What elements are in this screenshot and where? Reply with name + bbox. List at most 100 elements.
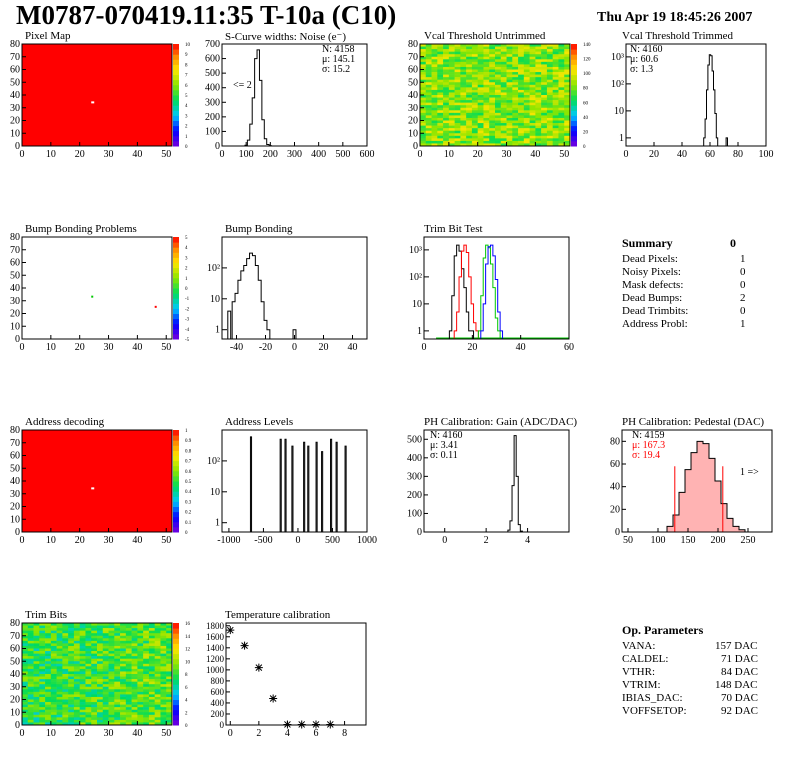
heatmap-cell [33, 623, 40, 626]
heatmap-cell [108, 628, 115, 631]
heatmap-cell [437, 82, 444, 86]
heatmap-cell [546, 56, 553, 60]
heatmap-cell [518, 133, 525, 137]
heatmap-cell [535, 49, 542, 52]
heatmap-cell [137, 707, 144, 710]
heatmap-cell [102, 645, 109, 649]
heatmap-cell [454, 49, 461, 52]
colorbar-cell [173, 74, 179, 81]
histogram-bar [279, 438, 282, 532]
heatmap-cell [143, 674, 150, 677]
heatmap-cell [91, 671, 98, 675]
heatmap-cell [535, 56, 542, 60]
heatmap-cell [79, 651, 86, 654]
colorbar-cell [571, 49, 577, 55]
heatmap-cell [160, 674, 167, 677]
heatmap-cell [22, 676, 29, 680]
heatmap-cell [102, 648, 109, 652]
y-tick-label: 30 [10, 489, 20, 500]
heatmap-cell [166, 668, 173, 672]
heatmap-cell [154, 638, 161, 642]
heatmap-cell [79, 630, 86, 634]
heatmap-cell [33, 635, 40, 639]
stats-text: σ: 1.3 [630, 64, 653, 75]
heatmap-cell [85, 663, 92, 667]
heatmap-cell [420, 120, 427, 124]
heatmap-cell [431, 120, 438, 124]
heatmap-cell [529, 56, 536, 60]
colorbar-cell [173, 130, 179, 137]
heatmap-cell [529, 54, 536, 58]
heatmap-cell [85, 712, 92, 716]
heatmap-cell [471, 84, 478, 88]
heatmap-cell [495, 100, 502, 103]
heatmap-cell [166, 656, 173, 659]
heatmap-cell [431, 44, 438, 47]
heatmap-cell [518, 92, 525, 96]
heatmap-cell [62, 681, 69, 685]
summary-total: 0 [730, 236, 736, 250]
heatmap-cell [131, 643, 138, 647]
heatmap-cell [518, 102, 525, 106]
y-tick-label: 30 [10, 682, 20, 693]
heatmap-cell [33, 679, 40, 682]
heatmap-cell [535, 72, 542, 75]
heatmap-cell [500, 56, 507, 60]
heatmap-cell [454, 102, 461, 106]
heatmap-cell [454, 87, 461, 91]
heatmap-cell [68, 656, 75, 659]
colorbar-label: 7 [185, 74, 188, 79]
heatmap-cell [125, 679, 132, 682]
heatmap-cell [483, 135, 490, 139]
heatmap-cell [518, 72, 525, 75]
heatmap-cell [62, 648, 69, 652]
heatmap-cell [512, 84, 519, 88]
heatmap-cell [506, 105, 513, 109]
heatmap-cell [489, 46, 496, 50]
heatmap-cell [125, 651, 132, 654]
heatmap-cell [558, 138, 565, 142]
heatmap-cell [523, 79, 530, 83]
heatmap-cell [166, 674, 173, 677]
heatmap-cell [131, 625, 138, 629]
histogram-bar [303, 441, 306, 532]
heatmap-cell [518, 54, 525, 58]
heatmap-cell [50, 689, 57, 693]
heatmap-cell [125, 645, 132, 649]
heatmap-cell [22, 623, 29, 626]
heatmap-cell [443, 64, 450, 68]
heatmap-cell [460, 49, 467, 52]
heatmap-cell [131, 663, 138, 667]
heatmap-cell [137, 694, 144, 698]
heatmap-cell [27, 686, 34, 690]
heatmap-cell [56, 691, 63, 695]
colorbar-label: 10 [185, 660, 191, 665]
heatmap-cell [564, 133, 571, 137]
heatmap-cell [91, 661, 98, 665]
heatmap-cell [22, 696, 29, 700]
heatmap-cell [454, 46, 461, 50]
heatmap-cell [108, 717, 115, 721]
heatmap-cell [506, 82, 513, 86]
heatmap-cell [97, 671, 104, 675]
x-tick-label: 150 [681, 535, 696, 546]
heatmap-cell [27, 702, 34, 705]
colorbar-cell [173, 79, 179, 86]
heatmap-cell [552, 125, 559, 129]
heatmap-cell [160, 623, 167, 626]
heatmap-cell [85, 658, 92, 662]
x-tick-label: 500 [335, 149, 350, 160]
heatmap-cell [73, 681, 80, 685]
heatmap-cell [420, 44, 427, 47]
heatmap-cell [62, 645, 69, 649]
heatmap-cell [495, 133, 502, 137]
heatmap-cell [154, 712, 161, 716]
heatmap-cell [437, 74, 444, 78]
heatmap-cell [125, 668, 132, 672]
heatmap-cell [420, 138, 427, 142]
heatmap-cell [143, 656, 150, 659]
heatmap-cell [114, 702, 121, 705]
heatmap-cell [471, 74, 478, 78]
heatmap-cell [541, 128, 548, 131]
